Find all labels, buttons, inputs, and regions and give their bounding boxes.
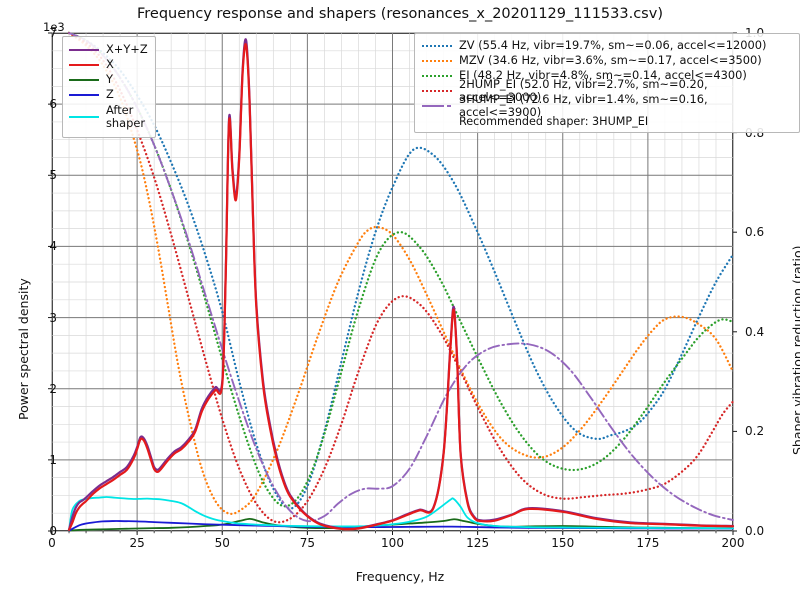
legend-swatch-icon xyxy=(69,59,99,71)
legend-swatch-icon xyxy=(422,85,452,97)
y-tick-label-left: 7 xyxy=(49,26,57,40)
legend-item-shaper-zv[interactable]: ZV (55.4 Hz, vibr=19.7%, sm~=0.06, accel… xyxy=(422,38,791,53)
x-tick-label: 200 xyxy=(721,536,745,550)
psd-curves xyxy=(67,38,735,532)
shaper-curves xyxy=(67,31,735,524)
legend-swatch-icon xyxy=(422,40,452,52)
shaper-curve-ei xyxy=(67,31,735,508)
legend-item-label: X xyxy=(106,57,114,71)
y-tick-label-right: 0.4 xyxy=(745,324,765,339)
x-tick-label: 0 xyxy=(48,536,56,550)
legend-swatch-icon xyxy=(69,44,99,56)
psd-curve-x xyxy=(67,43,735,532)
legend-item-x[interactable]: X xyxy=(69,57,148,72)
shaper-curve-zv xyxy=(67,31,735,510)
legend-item-z[interactable]: Z xyxy=(69,87,148,102)
legend-item-y[interactable]: Y xyxy=(69,72,148,87)
y-tick-label-right: 0.6 xyxy=(745,225,765,240)
recommended-shaper-note: Recommended shaper: 3HUMP_EI xyxy=(459,115,649,128)
x-tick-label: 100 xyxy=(381,536,404,550)
legend-item-label: After shaper xyxy=(106,103,146,130)
legend-item-label: 2HUMP_EI (52.0 Hz, vibr=2.7%, sm~=0.20, … xyxy=(459,76,708,104)
y-tick-label-left: 3 xyxy=(49,310,57,325)
legend-swatch-icon xyxy=(422,55,452,67)
y-axis-left-exponent: 1e3 xyxy=(43,20,65,34)
legend-item-after-shaper[interactable]: After shaper xyxy=(69,102,148,132)
legend-item-label: Y xyxy=(106,72,113,86)
legend-shapers[interactable]: ZV (55.4 Hz, vibr=19.7%, sm~=0.06, accel… xyxy=(414,33,800,133)
legend-shaper-rows: ZV (55.4 Hz, vibr=19.7%, sm~=0.06, accel… xyxy=(422,38,791,118)
y-axis-left-label: Power spectral density xyxy=(16,278,31,420)
legend-swatch-icon xyxy=(69,89,99,101)
x-tick-label: 150 xyxy=(551,536,575,550)
y-tick-label-left: 2 xyxy=(49,381,57,396)
y-tick-label-left: 5 xyxy=(49,168,57,183)
x-tick-label: 25 xyxy=(129,536,145,550)
shaper-curve-3hump_ei xyxy=(68,32,734,523)
legend-item-x-y-z[interactable]: X+Y+Z xyxy=(69,42,148,57)
legend-item-label: X+Y+Z xyxy=(106,42,148,56)
legend-item-shaper-mzv[interactable]: MZV (34.6 Hz, vibr=3.6%, sm~=0.17, accel… xyxy=(422,53,791,68)
legend-swatch-icon xyxy=(422,70,452,82)
y-tick-label-left: 6 xyxy=(49,97,57,112)
psd-curve-after-shaper xyxy=(68,496,734,532)
legend-item-shaper-3hump_ei[interactable]: 3HUMP_EI (72.6 Hz, vibr=1.4%, sm~=0.16, … xyxy=(422,92,791,118)
x-tick-label: 175 xyxy=(636,536,660,550)
legend-item-shaper-ei[interactable]: EI (48.2 Hz, vibr=4.8%, sm~=0.14, accel<… xyxy=(422,68,791,83)
shaper-curve-2hump_ei xyxy=(67,31,735,524)
y-tick-label-right: 0.2 xyxy=(745,424,765,439)
legend-swatch-icon xyxy=(69,74,99,86)
legend-item-label: Z xyxy=(106,87,114,101)
y-tick-label-right: 0.0 xyxy=(745,524,765,538)
legend-item-shaper-2hump_ei[interactable]: 2HUMP_EI (52.0 Hz, vibr=2.7%, sm~=0.20, … xyxy=(422,77,791,103)
chart-title: Frequency response and shapers (resonanc… xyxy=(137,6,663,22)
legend-item-label: ZV (55.4 Hz, vibr=19.7%, sm~=0.06, accel… xyxy=(459,38,767,52)
x-tick-label: 125 xyxy=(466,536,490,550)
x-tick-label: 50 xyxy=(214,536,230,550)
legend-psd[interactable]: X+Y+Z X Y Z After shaper xyxy=(62,36,156,138)
y-tick-label-left: 4 xyxy=(49,239,57,254)
y-axis-right-label: Shaper vibration reduction (ratio) xyxy=(790,245,800,455)
tick-marks xyxy=(48,32,737,535)
shaper-curve-mzv xyxy=(67,31,735,515)
x-tick-label: 75 xyxy=(299,536,316,550)
legend-swatch-icon xyxy=(422,100,452,112)
y-tick-label-left: 1 xyxy=(49,452,57,467)
legend-item-label: 3HUMP_EI (72.6 Hz, vibr=1.4%, sm~=0.16, … xyxy=(459,91,708,119)
legend-swatch-icon xyxy=(69,111,99,123)
legend-item-label: EI (48.2 Hz, vibr=4.8%, sm~=0.14, accel<… xyxy=(459,68,747,82)
legend-item-label: MZV (34.6 Hz, vibr=3.6%, sm~=0.17, accel… xyxy=(459,53,762,67)
y-tick-label-left: 0 xyxy=(49,524,57,538)
x-axis-label: Frequency, Hz xyxy=(355,569,445,584)
